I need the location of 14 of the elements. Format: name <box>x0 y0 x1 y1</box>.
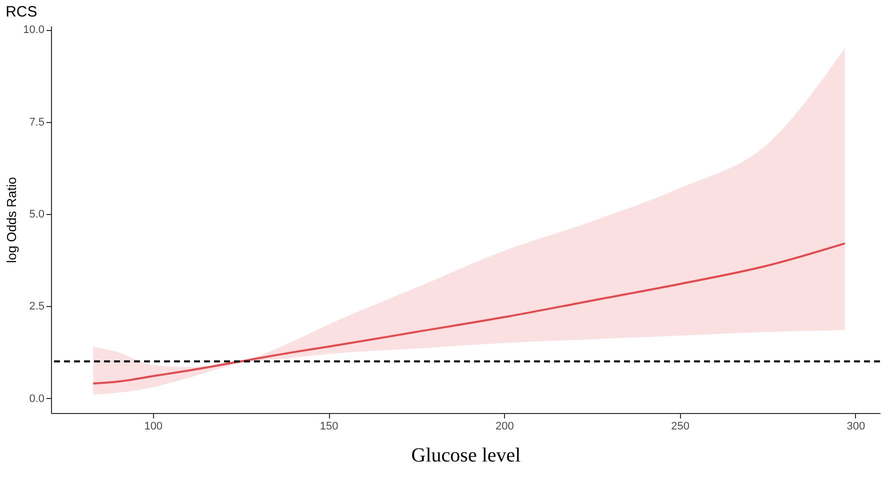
line-series <box>92 242 846 385</box>
y-tick-label: 7.5 <box>29 116 44 128</box>
y-tick-label: 10.0 <box>23 24 44 36</box>
x-tick-label: 150 <box>320 420 338 432</box>
x-tick-label: 250 <box>671 420 690 432</box>
y-axis-title: log Odds Ratio <box>4 177 20 263</box>
x-axis-title: Glucose level <box>411 444 522 466</box>
y-tick-label: 2.5 <box>29 300 44 313</box>
x-tick-label: 300 <box>846 420 866 432</box>
x-tick-label: 200 <box>495 420 514 432</box>
y-tick-label: 5.0 <box>29 208 44 220</box>
x-tick-label: 100 <box>144 420 163 432</box>
chart-title: RCS <box>6 4 38 21</box>
y-tick-label: 0.0 <box>29 392 44 405</box>
